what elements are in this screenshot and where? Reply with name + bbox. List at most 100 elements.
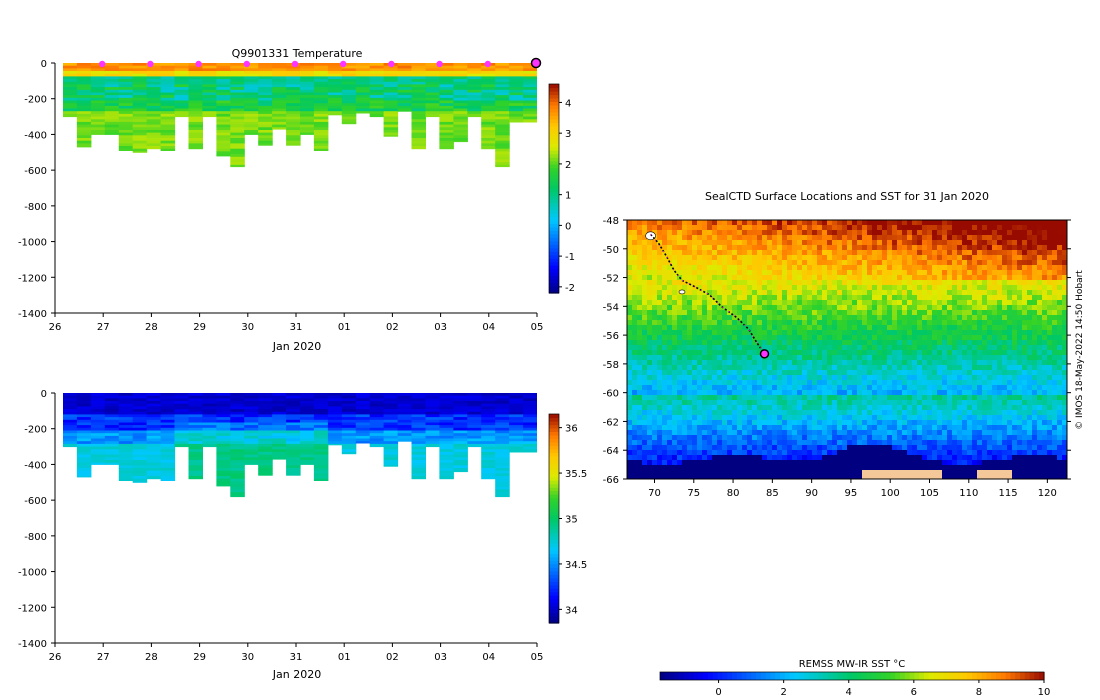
profile-cell <box>425 422 440 426</box>
sst-cell <box>822 325 828 331</box>
sst-cell <box>1002 305 1008 311</box>
sst-cell <box>992 355 998 361</box>
sst-cell <box>1027 295 1033 301</box>
profile-cell <box>425 430 440 434</box>
sst-cell <box>1042 295 1048 301</box>
sst-cell <box>842 345 848 351</box>
sst-cell <box>677 360 683 366</box>
sst-cell <box>647 245 653 251</box>
sst-cell <box>1032 370 1038 376</box>
sst-cell <box>907 255 913 261</box>
profile-cell <box>244 401 259 405</box>
profile-cell <box>76 462 92 466</box>
sst-cell <box>717 335 723 341</box>
sst-cell <box>932 355 938 361</box>
profile-cell <box>411 111 426 115</box>
profile-cell <box>286 438 301 442</box>
profile-cell <box>300 449 315 453</box>
profile-cell <box>230 148 245 152</box>
sst-cell <box>842 280 848 286</box>
sst-cell <box>932 350 938 356</box>
sst-cell <box>707 315 713 321</box>
sst-cell <box>977 315 983 321</box>
colorbar-swatch <box>549 448 559 453</box>
sst-cell <box>737 230 743 236</box>
profile-cell <box>467 111 482 115</box>
sst-cell <box>757 260 763 266</box>
profile-cell <box>481 111 496 115</box>
sst-cell <box>867 225 873 231</box>
profile-cell <box>481 103 496 107</box>
sst-cell <box>987 370 993 376</box>
profile-cell <box>439 473 454 477</box>
sst-cell <box>662 255 668 261</box>
y-tick-label: -1000 <box>18 568 47 579</box>
sst-cell <box>767 225 773 231</box>
profile-cell <box>369 427 385 431</box>
profile-cell <box>300 103 315 107</box>
profile-cell <box>258 121 273 126</box>
profile-cell <box>495 68 510 72</box>
profile-cell <box>244 108 259 112</box>
sst-cell <box>687 375 693 381</box>
sst-cell <box>862 265 868 271</box>
sst-cell <box>627 235 633 241</box>
sst-cell <box>802 325 808 331</box>
profile-cell <box>523 438 537 442</box>
sst-cell <box>1042 220 1048 226</box>
sst-cell <box>1027 245 1033 251</box>
profile-cell <box>286 395 301 399</box>
sst-cell <box>882 345 888 351</box>
sst-cell <box>897 280 903 286</box>
profile-cell <box>467 105 482 110</box>
sst-cell <box>967 275 973 281</box>
profile-cell <box>118 124 134 128</box>
sst-cell <box>1002 370 1008 376</box>
profile-cell <box>313 105 329 110</box>
sst-cell <box>947 270 953 276</box>
sst-cell <box>892 380 898 386</box>
profile-cell <box>230 89 245 93</box>
profile-cell <box>132 113 148 118</box>
sst-cell <box>717 345 723 351</box>
sst-cell <box>892 265 898 271</box>
sst-cell <box>822 380 828 386</box>
profile-cell <box>202 92 217 96</box>
profile-cell <box>411 73 426 77</box>
profile-cell <box>188 103 203 107</box>
sst-cell <box>957 305 963 311</box>
sst-cell <box>952 230 958 236</box>
profile-cell <box>160 401 176 405</box>
sst-cell <box>872 360 878 366</box>
sst-cell <box>1042 245 1048 251</box>
sst-cell <box>827 285 833 291</box>
profile-cell <box>76 468 92 472</box>
sst-cell <box>842 260 848 266</box>
profile-cell <box>300 451 315 456</box>
profile-cell <box>300 438 315 442</box>
sst-cell <box>1062 255 1067 261</box>
profile-cell <box>132 435 148 440</box>
sst-cell <box>947 320 953 326</box>
sst-cell <box>1052 280 1058 286</box>
sst-cell <box>977 375 983 381</box>
sst-cell <box>997 315 1003 321</box>
profile-cell <box>495 124 510 128</box>
sst-cell <box>867 340 873 346</box>
sst-cell <box>917 375 923 381</box>
profile-cell <box>188 95 203 99</box>
sst-cell <box>902 275 908 281</box>
profile-cell <box>355 417 371 421</box>
sst-cell <box>657 360 663 366</box>
sst-cell <box>1002 275 1008 281</box>
profile-cell <box>523 92 537 96</box>
sst-cell <box>972 310 978 316</box>
sst-cell <box>737 290 743 296</box>
sst-cell <box>942 280 948 286</box>
sst-cell <box>1022 375 1028 381</box>
sst-cell <box>977 265 983 271</box>
sst-cell <box>967 240 973 246</box>
sst-cell <box>812 250 818 256</box>
sst-cell <box>662 235 668 241</box>
profile-cell <box>495 132 510 136</box>
